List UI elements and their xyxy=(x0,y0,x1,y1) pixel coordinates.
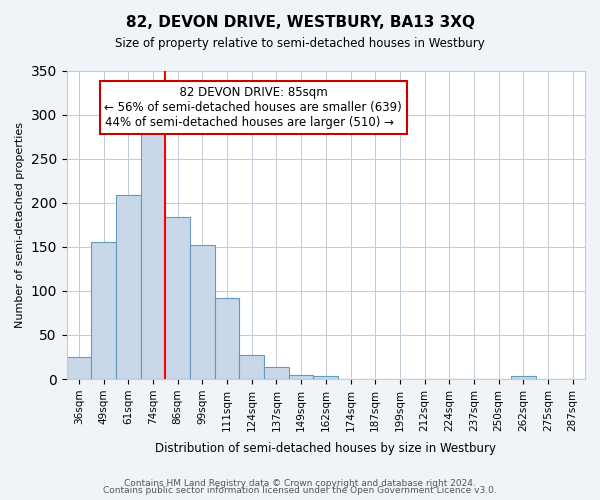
Bar xyxy=(239,355,264,379)
X-axis label: Distribution of semi-detached houses by size in Westbury: Distribution of semi-detached houses by … xyxy=(155,442,496,455)
Y-axis label: Number of semi-detached properties: Number of semi-detached properties xyxy=(15,122,25,328)
Bar xyxy=(116,195,141,379)
Bar xyxy=(289,374,313,379)
Bar xyxy=(264,366,289,379)
Bar xyxy=(511,376,536,379)
Text: Contains HM Land Registry data © Crown copyright and database right 2024.: Contains HM Land Registry data © Crown c… xyxy=(124,478,476,488)
Bar xyxy=(141,126,166,379)
Text: 82, DEVON DRIVE, WESTBURY, BA13 3XQ: 82, DEVON DRIVE, WESTBURY, BA13 3XQ xyxy=(125,15,475,30)
Bar xyxy=(67,357,91,379)
Text: 82 DEVON DRIVE: 85sqm  
← 56% of semi-detached houses are smaller (639)
44% of s: 82 DEVON DRIVE: 85sqm ← 56% of semi-deta… xyxy=(104,86,402,129)
Bar xyxy=(215,298,239,379)
Bar xyxy=(313,376,338,379)
Text: Size of property relative to semi-detached houses in Westbury: Size of property relative to semi-detach… xyxy=(115,38,485,51)
Bar xyxy=(190,245,215,379)
Text: Contains public sector information licensed under the Open Government Licence v3: Contains public sector information licen… xyxy=(103,486,497,495)
Bar xyxy=(166,217,190,379)
Bar xyxy=(91,242,116,379)
